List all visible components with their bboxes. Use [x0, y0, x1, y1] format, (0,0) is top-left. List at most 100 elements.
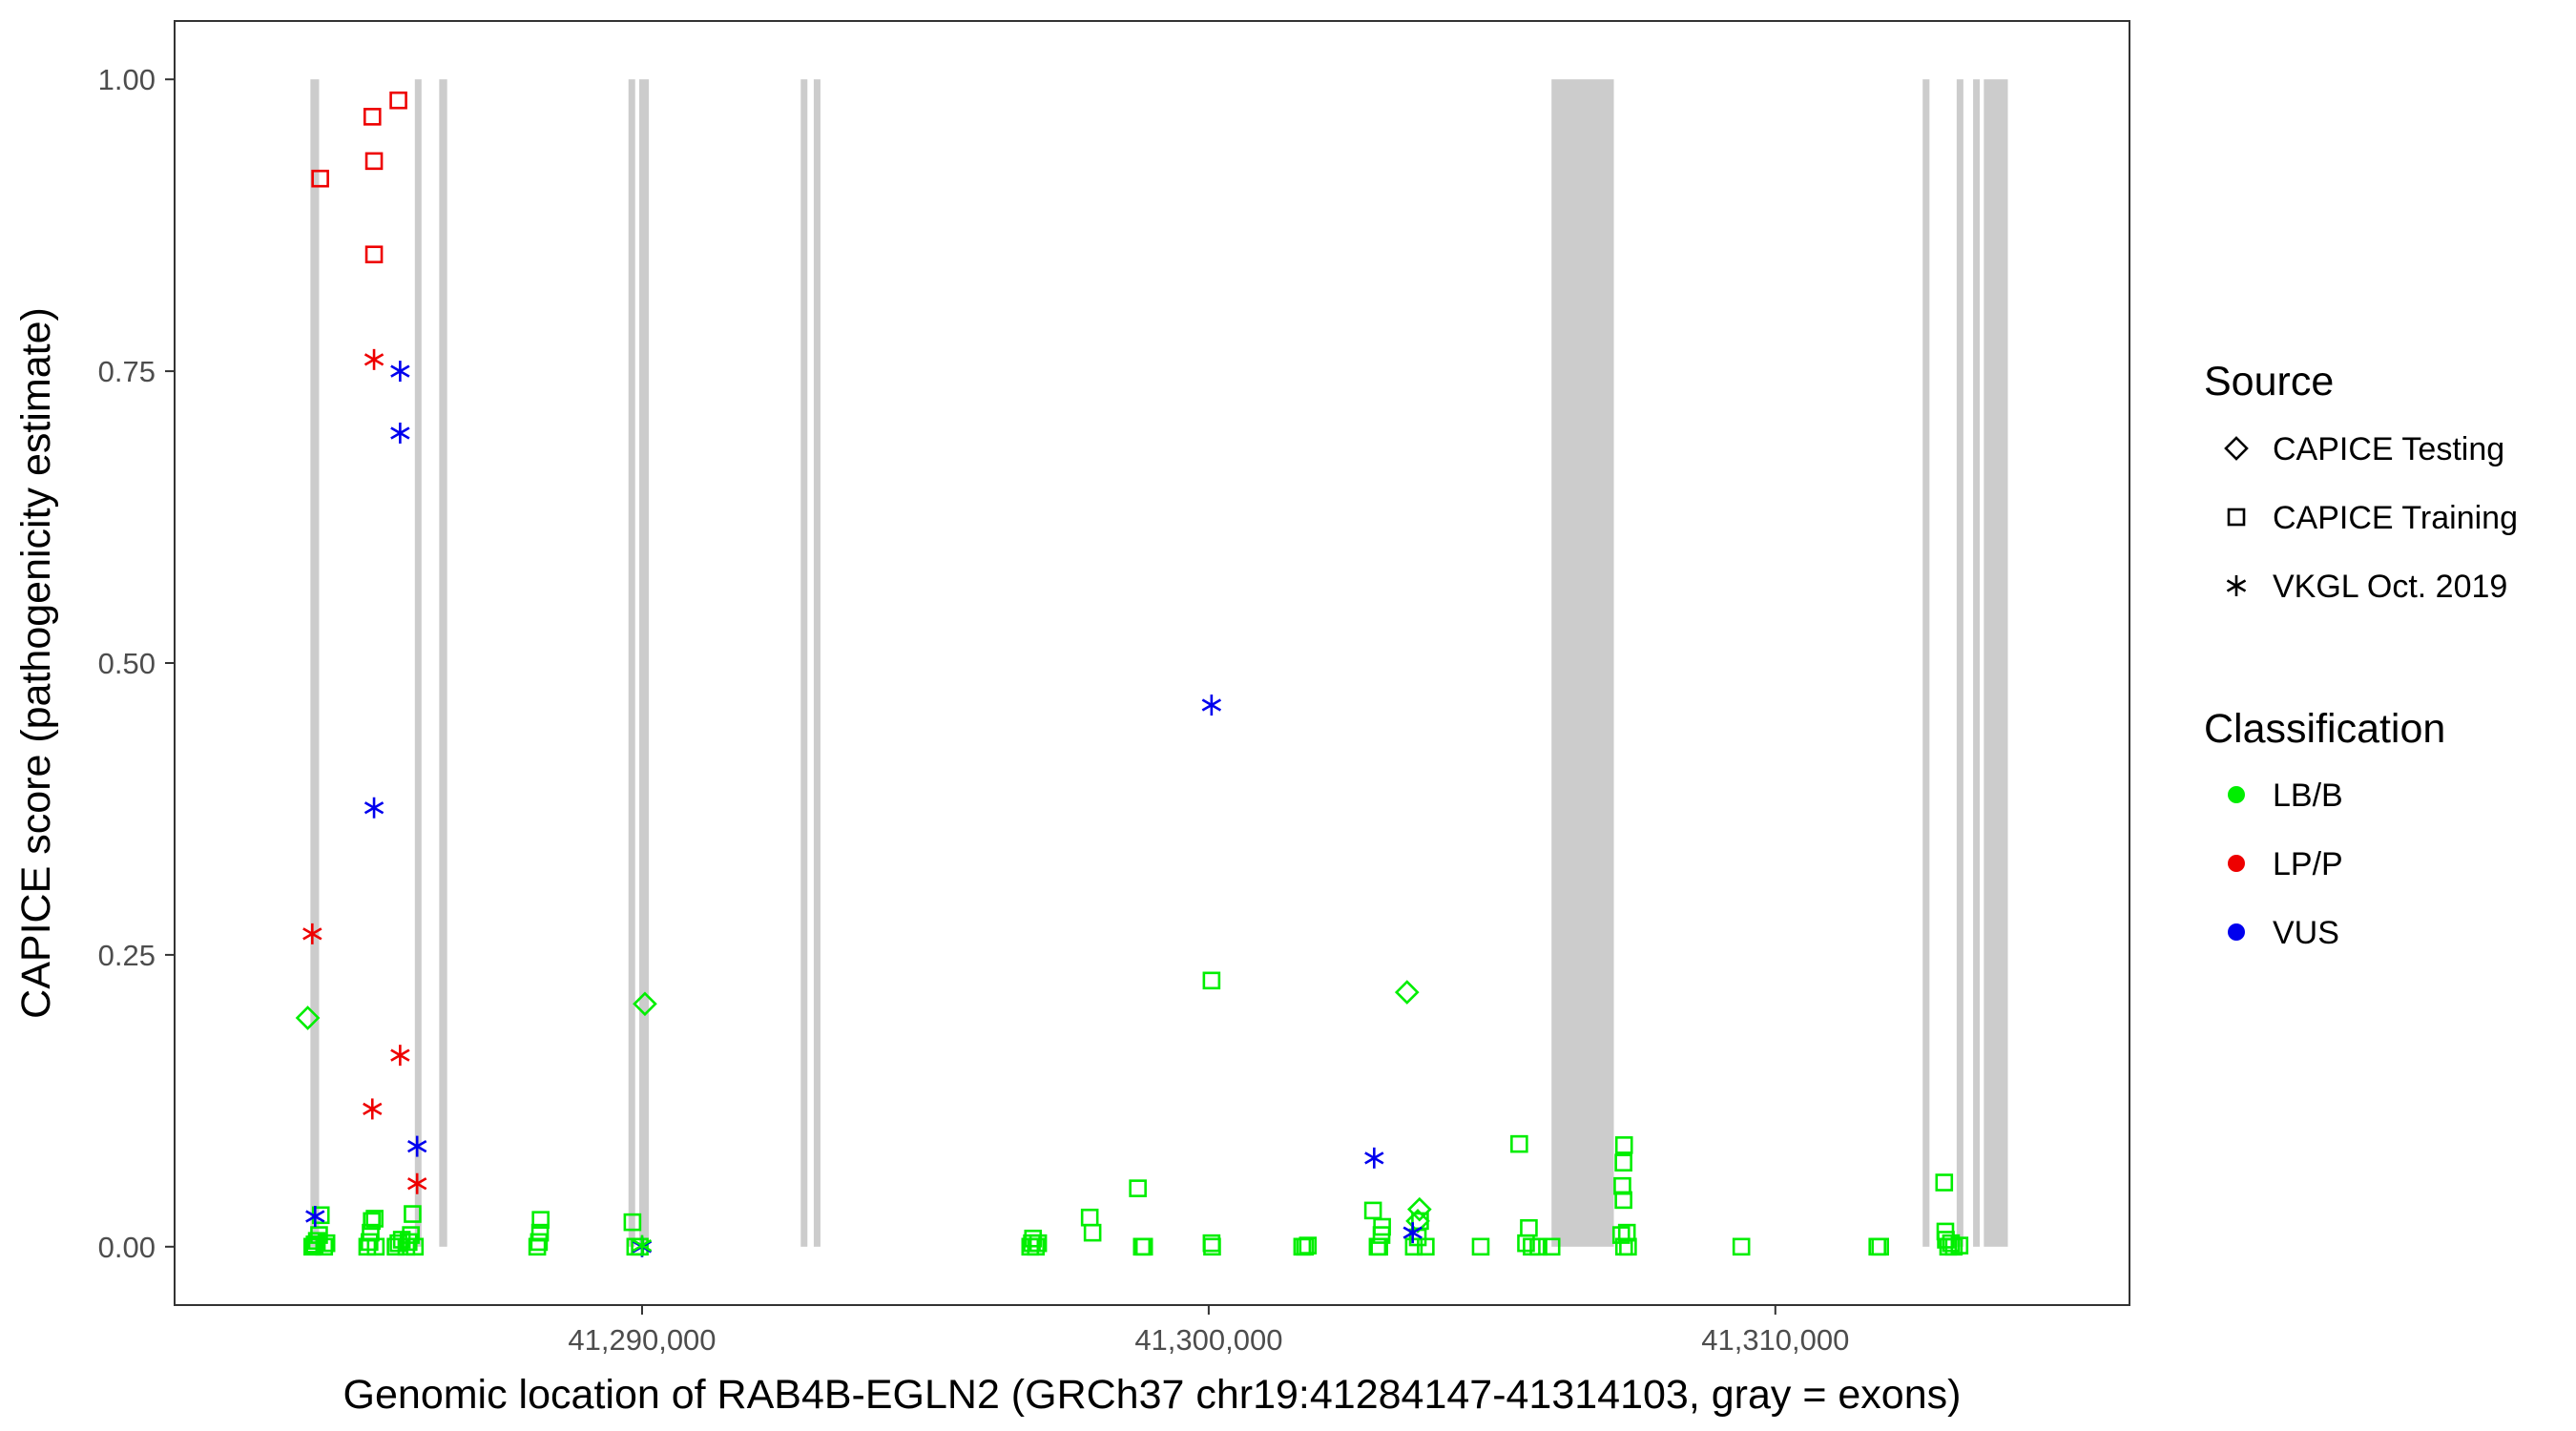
legend-key-asterisk: [2226, 575, 2247, 596]
square-point: [389, 91, 407, 110]
square-point: [402, 1226, 420, 1244]
square-point: [317, 1234, 336, 1253]
asterisk-point: [390, 1045, 410, 1067]
exon-band: [628, 79, 635, 1247]
square-point: [1298, 1236, 1318, 1255]
square-point: [631, 1237, 649, 1256]
square-point: [1373, 1217, 1391, 1236]
square-point: [1732, 1237, 1751, 1256]
diamond-point: [1394, 980, 1420, 1005]
square-point: [1614, 1191, 1632, 1210]
x-tick-label: 41,310,000: [1701, 1323, 1849, 1357]
square-point: [365, 1210, 384, 1228]
square-point: [1617, 1223, 1636, 1242]
diamond-point: [633, 991, 657, 1017]
y-axis-title: CAPICE score (pathogenicity estimate): [13, 307, 59, 1019]
square-point: [364, 245, 384, 264]
exon-band: [813, 79, 821, 1247]
data-points: [295, 91, 1969, 1257]
square-point: [623, 1213, 642, 1232]
square-point: [1950, 1236, 1969, 1255]
square-point: [315, 1237, 334, 1256]
legend-label: VKGL Oct. 2019: [2273, 569, 2507, 605]
legend-classification: Classification LB/B LP/P VUS: [2204, 706, 2445, 951]
asterisk-point: [363, 1098, 383, 1120]
square-point: [1203, 1237, 1221, 1256]
asterisk-point: [364, 348, 384, 370]
square-point: [1510, 1134, 1528, 1153]
square-point: [1520, 1218, 1538, 1237]
exon-band: [1973, 79, 1981, 1247]
square-point: [364, 152, 384, 171]
square-point: [305, 1235, 323, 1254]
legend-label: CAPICE Training: [2273, 500, 2518, 536]
legend-label: CAPICE Testing: [2273, 431, 2504, 467]
exon-band: [1551, 79, 1614, 1247]
x-tick-label: 41,300,000: [1134, 1323, 1282, 1357]
square-point: [311, 169, 329, 188]
legend-title: Classification: [2204, 706, 2445, 752]
x-axis-title: Genomic location of RAB4B-EGLN2 (GRCh37 …: [343, 1372, 1962, 1418]
legend-key-dot: [2228, 786, 2245, 803]
legend-label: VUS: [2273, 915, 2339, 951]
legend-key-square: [2227, 508, 2246, 527]
square-point: [362, 1223, 380, 1242]
square-point: [530, 1223, 550, 1242]
exon-bands: [310, 79, 2008, 1247]
square-point: [1417, 1237, 1435, 1256]
legend-title: Source: [2204, 359, 2334, 404]
square-point: [528, 1237, 547, 1256]
asterisk-point: [364, 797, 384, 819]
square-point: [1935, 1173, 1954, 1192]
asterisk-point: [1364, 1147, 1384, 1169]
exon-band: [1922, 79, 1930, 1247]
square-point: [1363, 1201, 1382, 1220]
asterisk-point: [390, 422, 410, 444]
legend-label: LB/B: [2273, 778, 2343, 814]
exon-band: [1956, 79, 1963, 1247]
asterisk-point: [407, 1172, 427, 1194]
square-point: [1614, 1153, 1632, 1172]
square-point: [1613, 1176, 1631, 1195]
exon-band: [414, 79, 422, 1247]
asterisk-point: [305, 1206, 325, 1228]
square-point: [1871, 1237, 1889, 1256]
square-point: [1083, 1223, 1102, 1242]
legend-source: Source CAPICE Testing CAPICE Training VKGL …: [2204, 359, 2518, 605]
square-point: [1134, 1237, 1153, 1256]
exon-band: [439, 79, 447, 1247]
square-point: [1370, 1237, 1388, 1256]
x-tick-label: 41,290,000: [568, 1323, 716, 1357]
y-tick-label: 1.00: [98, 63, 156, 96]
legend-key-dot: [2228, 855, 2245, 872]
square-point: [1529, 1237, 1548, 1256]
y-tick-label: 0.75: [98, 355, 156, 388]
square-point: [1471, 1237, 1490, 1256]
asterisk-point: [1201, 695, 1222, 716]
square-point: [530, 1233, 549, 1252]
square-point: [1202, 971, 1221, 990]
exon-band: [639, 79, 650, 1247]
asterisk-point: [390, 361, 410, 383]
square-point: [405, 1237, 425, 1256]
square-point: [1619, 1237, 1637, 1256]
legend-key-diamond: [2224, 436, 2249, 461]
legend-key-dot: [2228, 923, 2245, 941]
square-point: [361, 1233, 379, 1252]
square-point: [1129, 1179, 1147, 1197]
exon-band: [310, 79, 320, 1247]
asterisk-point: [632, 1234, 653, 1256]
square-point: [363, 108, 382, 126]
legend: Source CAPICE Testing CAPICE Training VKGL …: [2204, 359, 2518, 951]
square-point: [1027, 1237, 1046, 1256]
exon-band: [1984, 79, 2008, 1247]
axes: 0.00 0.25 0.50 0.75 1.00 41,290,000 41,300,000…: [98, 63, 1850, 1357]
diamond-point: [1406, 1196, 1432, 1222]
asterisk-point: [407, 1135, 427, 1157]
asterisk-point: [302, 923, 322, 944]
legend-label: LP/P: [2273, 846, 2343, 882]
diamond-point: [295, 1006, 321, 1030]
square-point: [363, 1212, 381, 1231]
